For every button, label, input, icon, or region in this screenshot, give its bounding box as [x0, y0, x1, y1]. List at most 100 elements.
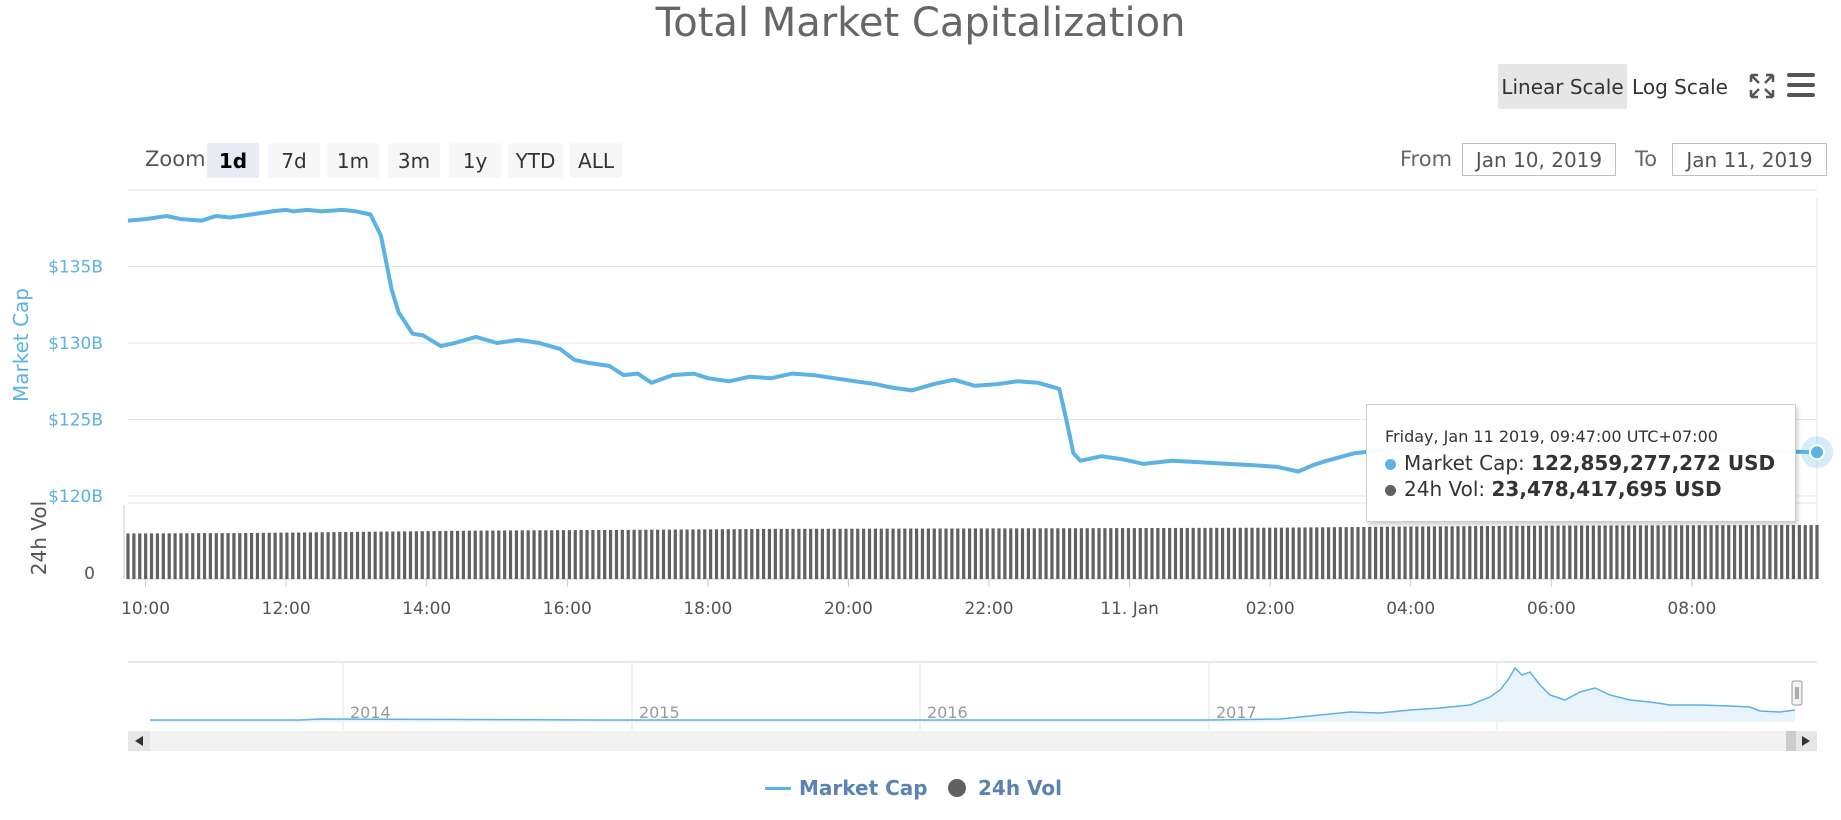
legend-item-24h-vol[interactable]: 24h Vol — [948, 776, 1062, 800]
volume-bar — [1615, 525, 1619, 579]
volume-bar — [620, 529, 624, 579]
volume-bar — [1468, 526, 1472, 579]
volume-bar — [1803, 525, 1807, 579]
hamburger-menu-icon[interactable] — [1786, 70, 1816, 100]
zoom-button-3m[interactable]: 3m — [388, 143, 440, 178]
volume-bar — [714, 529, 719, 579]
fullscreen-icon[interactable] — [1748, 72, 1776, 100]
volume-bar — [279, 532, 283, 579]
x-axis-labels: 10:00 12:00 14:00 16:00 18:00 20:00 22:00 11. J… — [121, 579, 1716, 619]
log-scale-button[interactable]: Log Scale — [1632, 74, 1728, 99]
volume-bar — [550, 530, 554, 579]
volume-bar — [1756, 525, 1760, 579]
volume-bar — [479, 530, 483, 579]
x-tick-label: 04:00 — [1386, 599, 1435, 619]
volume-bar — [761, 528, 766, 579]
volume-bar — [1632, 525, 1637, 579]
volume-bar — [679, 529, 683, 579]
volume-bar — [185, 533, 189, 579]
zoom-button-1m[interactable]: 1m — [327, 143, 379, 178]
volume-bar — [1426, 526, 1431, 579]
volume-bar — [1315, 527, 1319, 579]
volume-bar — [1109, 528, 1113, 579]
volume-bar — [697, 529, 701, 579]
volume-bar — [638, 529, 642, 579]
volume-bar — [1538, 525, 1543, 579]
volume-bar — [1727, 525, 1731, 579]
zoom-button-1y[interactable]: 1y — [449, 143, 501, 178]
volume-bar — [1762, 525, 1766, 579]
volume-bar — [314, 532, 318, 579]
volume-bar — [556, 530, 560, 579]
volume-bar — [1650, 525, 1654, 579]
zoom-button-1d[interactable]: 1d — [207, 143, 259, 178]
volume-bar — [444, 530, 448, 579]
legend-item-market-cap[interactable]: Market Cap — [765, 776, 928, 800]
volume-bar — [1456, 526, 1460, 579]
tooltip: Friday, Jan 11 2019, 09:47:00 UTC+07:00 … — [1366, 404, 1796, 522]
volume-bar — [779, 528, 783, 579]
volume-bar — [485, 530, 489, 579]
volume-bar — [491, 530, 495, 579]
to-date-input[interactable]: Jan 11, 2019 — [1672, 143, 1827, 176]
volume-bar — [979, 528, 983, 579]
volume-bar — [1156, 527, 1160, 579]
volume-bar — [1503, 525, 1507, 579]
from-label: From — [1400, 147, 1453, 171]
volume-bar — [1738, 525, 1743, 579]
legend-vol-label: 24h Vol — [978, 776, 1063, 800]
volume-bar — [202, 533, 207, 579]
volume-bar — [1091, 528, 1095, 579]
volume-bar — [1703, 525, 1707, 579]
volume-bar — [1621, 525, 1625, 579]
volume-bar — [1462, 526, 1466, 579]
tooltip-volume-row: 24h Vol: 23,478,417,695 USD — [1385, 477, 1722, 501]
volume-bar — [355, 531, 360, 579]
volume-axis-title: 24h Vol — [27, 501, 51, 575]
tooltip-date: Friday, Jan 11 2019, 09:47:00 UTC+07:00 — [1385, 427, 1718, 446]
scroll-right-arrow-icon — [1802, 736, 1810, 746]
volume-bar — [579, 530, 583, 579]
volume-bar — [1303, 527, 1307, 579]
x-tick-label: 02:00 — [1246, 599, 1295, 619]
volume-bar — [1350, 527, 1354, 579]
volume-bar — [1056, 528, 1060, 579]
volume-bar — [1203, 527, 1207, 579]
zoom-button-all[interactable]: ALL — [570, 143, 622, 178]
x-tick-label: 18:00 — [683, 599, 732, 619]
linear-scale-button[interactable]: Linear Scale — [1498, 64, 1627, 109]
volume-bar — [1609, 525, 1613, 579]
volume-bar — [885, 528, 889, 579]
volume-bar — [1568, 525, 1572, 579]
volume-bar — [873, 528, 877, 579]
volume-bar — [1279, 527, 1284, 579]
volume-bar — [1774, 525, 1778, 579]
volume-bar — [1050, 528, 1054, 579]
volume-bar — [414, 531, 418, 579]
volume-bar — [1421, 526, 1425, 579]
scrollbar-track — [128, 731, 1817, 751]
volume-bar — [791, 528, 795, 579]
volume-bar — [626, 529, 630, 579]
from-date-input[interactable]: Jan 10, 2019 — [1462, 143, 1616, 176]
volume-bar — [214, 533, 218, 579]
volume-bar — [1674, 525, 1678, 579]
navigator-year-label: 2016 — [927, 703, 968, 722]
volume-bar — [732, 529, 736, 579]
volume-bar — [1403, 526, 1407, 579]
volume-bar — [1297, 527, 1301, 579]
volume-bar — [1697, 525, 1701, 579]
navigator-year-label: 2014 — [350, 703, 391, 722]
volume-bar — [1562, 525, 1566, 579]
volume-bar — [473, 530, 477, 579]
volume-bar — [297, 532, 301, 579]
volume-bar — [1238, 527, 1242, 579]
zoom-button-ytd[interactable]: YTD — [508, 143, 563, 178]
volume-bar — [1291, 527, 1295, 579]
volume-bar — [155, 533, 160, 579]
volume-bar — [1368, 526, 1372, 579]
tooltip-market-cap-row: Market Cap: 122,859,277,272 USD — [1385, 451, 1775, 475]
zoom-button-7d[interactable]: 7d — [268, 143, 320, 178]
volume-bar — [1509, 525, 1513, 579]
volume-bar — [891, 528, 895, 579]
